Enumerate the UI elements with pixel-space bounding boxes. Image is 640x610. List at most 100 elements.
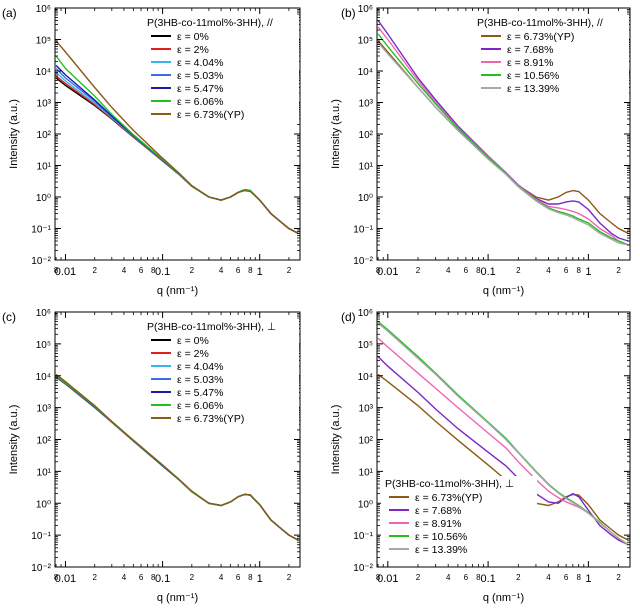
series-line-b-1 (377, 20, 629, 242)
x-minor-tick-label-c: 2 (287, 573, 292, 582)
x-minor-tick-label-a: 2 (92, 266, 97, 275)
legend-c: P(3HB-co-11mol%-3HH), ⊥ ε = 0%ε = 2%ε = 4… (143, 319, 299, 425)
x-tick-label-c: 1 (257, 573, 263, 585)
x-tick-label-a: 1 (257, 266, 263, 278)
legend-b: P(3HB-co-11mol%-3HH), //ε = 6.73%(YP)ε =… (473, 15, 629, 95)
y-tick-label-c: 10⁴ (36, 372, 51, 383)
legend-background-a (143, 15, 299, 121)
y-tick-label-c: 10³ (37, 404, 52, 415)
legend-entry-c-2: ε = 4.04% (177, 361, 223, 373)
y-tick-label-d: 10² (359, 436, 374, 447)
x-minor-tick-label-c: 2 (190, 573, 195, 582)
x-minor-tick-label-d: 2 (416, 573, 421, 582)
y-tick-label-b: 10⁰ (358, 193, 373, 204)
y-tick-label-c: 10⁰ (36, 499, 51, 510)
y-tick-label-d: 10⁵ (358, 340, 373, 351)
x-minor-tick-label-d: 2 (516, 573, 521, 582)
y-tick-label-a: 10⁰ (36, 193, 51, 204)
y-tick-label-a: 10² (37, 130, 52, 141)
y-tick-label-a: 10³ (37, 99, 52, 110)
y-tick-label-a: 10⁶ (36, 4, 51, 15)
x-minor-tick-label-d: 2 (616, 573, 621, 582)
x-minor-tick-label-a: 8 (248, 266, 253, 275)
y-tick-label-d: 10¹ (359, 467, 374, 478)
legend-background-b (473, 15, 629, 95)
legend-title-a: P(3HB-co-11mol%-3HH), // (147, 17, 273, 29)
x-minor-tick-label-d: 8 (476, 573, 481, 582)
y-tick-label-d: 10³ (359, 404, 374, 415)
x-minor-tick-label-b: 6 (564, 266, 569, 275)
x-minor-tick-label-a: 4 (122, 266, 127, 275)
legend-entry-d-0: ε = 6.73%(YP) (415, 492, 482, 504)
x-minor-tick-label-b: 2 (616, 266, 621, 275)
legend-background-c (143, 319, 299, 425)
y-tick-label-c: 10² (37, 436, 52, 447)
legend-entry-b-2: ε = 8.91% (507, 57, 553, 69)
series-line-d-4 (377, 322, 629, 546)
y-tick-label-c: 10¹ (37, 467, 52, 478)
y-tick-label-d: 10⁶ (358, 308, 373, 319)
x-minor-tick-label-b: 2 (416, 266, 421, 275)
legend-entry-a-2: ε = 4.04% (177, 57, 223, 69)
y-tick-label-c: 10⁶ (36, 308, 51, 319)
x-minor-tick-label-d: 4 (446, 573, 451, 582)
x-minor-tick-label-a: 8 (54, 266, 59, 275)
y-tick-label-a: 10⁴ (36, 67, 51, 78)
y-tick-label-d: 10⁴ (358, 372, 373, 383)
y-tick-label-d: 10⁰ (358, 499, 373, 510)
legend-entry-a-4: ε = 5.47% (177, 83, 223, 95)
y-tick-label-c: 10⁻¹ (31, 531, 51, 542)
series-line-b-2 (377, 26, 629, 246)
x-minor-tick-label-b: 4 (446, 266, 451, 275)
x-minor-tick-label-c: 4 (122, 573, 127, 582)
x-minor-tick-label-b: 6 (464, 266, 469, 275)
y-tick-label-b: 10⁻¹ (353, 225, 373, 236)
legend-entry-d-3: ε = 10.56% (415, 531, 467, 543)
legend-entry-d-1: ε = 7.68% (415, 505, 461, 517)
x-minor-tick-label-c: 6 (139, 573, 144, 582)
y-tick-label-a: 10⁻² (31, 256, 51, 267)
x-minor-tick-label-d: 8 (576, 573, 581, 582)
x-minor-tick-label-b: 2 (516, 266, 521, 275)
x-minor-tick-label-a: 6 (236, 266, 241, 275)
legend-entry-b-4: ε = 13.39% (507, 83, 559, 95)
x-minor-tick-label-c: 6 (236, 573, 241, 582)
legend-entry-c-4: ε = 5.47% (177, 387, 223, 399)
x-tick-label-b: 0.1 (480, 266, 495, 278)
y-tick-label-b: 10⁵ (358, 36, 373, 47)
x-axis-label-c: q (nm⁻¹) (157, 592, 198, 604)
x-tick-label-b: 1 (585, 266, 591, 278)
y-tick-label-b: 10³ (359, 99, 374, 110)
x-minor-tick-label-b: 8 (376, 266, 381, 275)
x-minor-tick-label-a: 6 (139, 266, 144, 275)
legend-background-d (381, 476, 537, 556)
y-axis-label-c: Intensity (a.u.) (8, 405, 20, 475)
legend-entry-a-5: ε = 6.06% (177, 96, 223, 108)
curves-c (55, 373, 299, 541)
legend-entry-c-0: ε = 0% (177, 335, 209, 347)
x-tick-label-c: 0.01 (55, 573, 76, 585)
y-axis-label-a: Intensity (a.u.) (8, 99, 20, 169)
curves-d (377, 321, 629, 546)
series-line-d-1 (377, 356, 629, 546)
legend-title-c: P(3HB-co-11mol%-3HH), ⊥ (147, 321, 276, 333)
y-tick-label-d: 10⁻¹ (353, 531, 373, 542)
series-line-c-6 (55, 373, 299, 541)
y-tick-label-b: 10¹ (359, 162, 374, 173)
x-axis-label-b: q (nm⁻¹) (483, 285, 524, 297)
y-tick-label-a: 10⁵ (36, 36, 51, 47)
panel-label-c: (c) (2, 310, 16, 324)
legend-entry-c-3: ε = 5.03% (177, 374, 223, 386)
legend-entry-a-3: ε = 5.03% (177, 70, 223, 82)
x-minor-tick-label-a: 2 (287, 266, 292, 275)
legend-entry-c-6: ε = 6.73%(YP) (177, 413, 244, 425)
x-minor-tick-label-a: 4 (219, 266, 224, 275)
x-axis-label-a: q (nm⁻¹) (157, 285, 198, 297)
x-tick-label-a: 0.01 (55, 266, 76, 278)
panel-label-b: (b) (341, 6, 356, 20)
x-minor-tick-label-a: 2 (190, 266, 195, 275)
